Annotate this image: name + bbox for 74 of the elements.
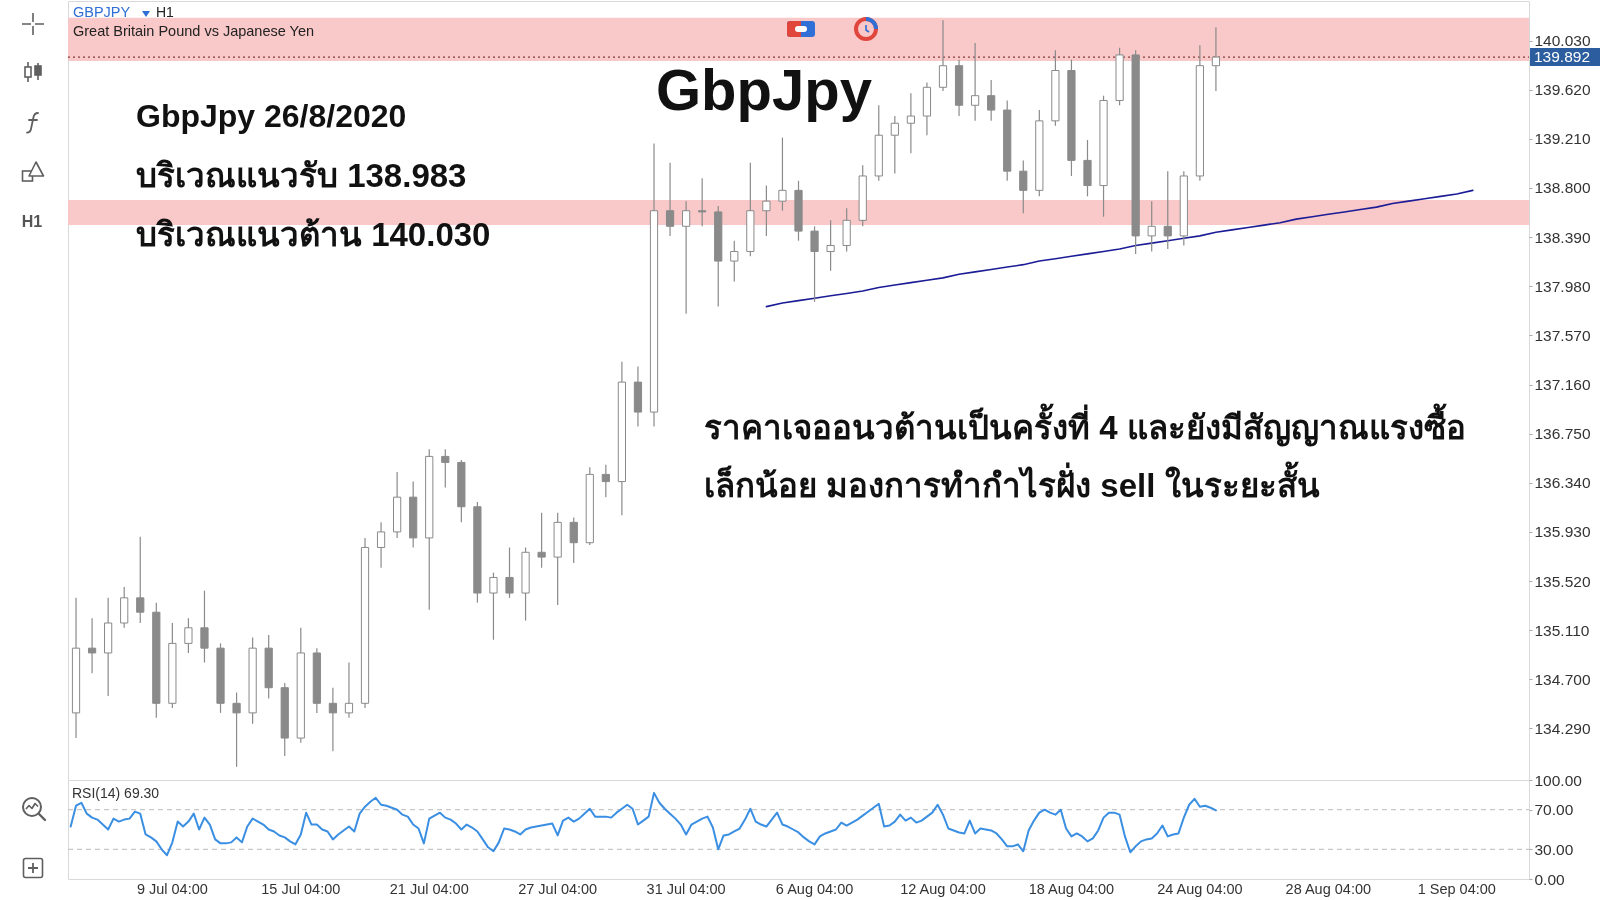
candlestick xyxy=(778,137,787,212)
y-tick-label: 138.390 xyxy=(1534,228,1591,246)
annotation: H1 xyxy=(156,4,175,20)
x-tick-label: 21 Jul 04:00 xyxy=(389,880,469,897)
annotation: บริเวณแนวต้าน 140.030 xyxy=(136,216,491,253)
candlestick xyxy=(1147,200,1156,253)
y-tick-label: 134.290 xyxy=(1534,719,1591,737)
y-tick-label: 138.800 xyxy=(1534,179,1591,197)
candlestick xyxy=(328,687,338,752)
x-tick-label: 1 Sep 04:00 xyxy=(1417,880,1496,897)
candlestick xyxy=(730,240,739,283)
x-tick-label: 9 Jul 04:00 xyxy=(136,880,208,897)
y-tick-label: 135.110 xyxy=(1534,621,1590,639)
y-tick-label: 70.00 xyxy=(1534,801,1574,819)
candlestick xyxy=(938,19,948,92)
candlestick xyxy=(826,219,835,272)
y-tick-label: 140.030 xyxy=(1534,32,1591,50)
candlestick xyxy=(489,572,498,641)
annotation: GbpJpy xyxy=(656,57,872,122)
chart-title: RSI(14) 69.30 xyxy=(72,785,160,801)
y-tick-label: 100.00 xyxy=(1534,771,1583,789)
y-tick-label: 0.00 xyxy=(1534,870,1566,888)
candlestick xyxy=(441,448,450,489)
candlestick xyxy=(136,536,145,624)
y-tick-label: 30.00 xyxy=(1534,840,1574,858)
candlestick xyxy=(505,546,514,599)
y-tick-label: 135.520 xyxy=(1534,572,1591,590)
candlestick xyxy=(906,92,915,154)
y-tick-label: 134.700 xyxy=(1534,670,1591,688)
x-tick-label: 28 Aug 04:00 xyxy=(1285,880,1372,897)
y-tick-label: 139.620 xyxy=(1534,81,1591,99)
candlestick xyxy=(890,115,899,175)
x-tick-label: 12 Aug 04:00 xyxy=(900,880,986,897)
x-tick-label: 15 Jul 04:00 xyxy=(261,880,341,897)
candlestick xyxy=(344,661,354,719)
x-tick-label: 18 Aug 04:00 xyxy=(1028,880,1115,897)
x-tick-label: 31 Jul 04:00 xyxy=(646,880,726,897)
candlestick xyxy=(601,464,610,498)
y-tick-label: 135.930 xyxy=(1534,523,1591,541)
text: Great Britain Pound vs Japanese Yen xyxy=(73,23,315,39)
y-tick-label: 137.980 xyxy=(1534,277,1591,295)
candlestick xyxy=(184,617,193,654)
candlestick xyxy=(698,177,707,227)
candlestick xyxy=(665,162,675,237)
y-tick-label: 136.750 xyxy=(1534,425,1591,443)
candlestick xyxy=(569,516,578,564)
annotation: เล็กน้อย มองการทำกำไรฝั่ง sell ในระยะสั้น xyxy=(704,461,1320,504)
y-tick-label: 137.570 xyxy=(1534,326,1591,344)
candlestick xyxy=(87,617,97,674)
candlestick xyxy=(376,521,386,569)
candlestick xyxy=(970,42,980,122)
candlestick xyxy=(682,200,691,315)
annotation: GbpJpy 26/8/2020 xyxy=(136,98,407,134)
candlestick xyxy=(987,79,996,122)
candlestick xyxy=(200,590,209,664)
x-tick-label: 24 Aug 04:00 xyxy=(1157,880,1243,897)
text: H1 xyxy=(21,213,43,230)
candlestick xyxy=(537,512,546,569)
y-tick-label: 137.160 xyxy=(1534,376,1591,394)
chart-title: GBPJPY xyxy=(73,4,131,20)
y-tick-label: 139.210 xyxy=(1534,130,1591,148)
candlestick xyxy=(1019,159,1028,214)
annotation: บริเวณแนวรับ 138.983 xyxy=(136,157,467,194)
candlestick xyxy=(762,184,771,237)
y-tick-label: 136.340 xyxy=(1534,474,1591,492)
x-tick-label: 27 Jul 04:00 xyxy=(518,880,598,897)
candlestick xyxy=(232,691,241,768)
ref-line-label: 139.892 xyxy=(1534,48,1591,66)
line-series xyxy=(765,189,1474,308)
candlestick xyxy=(1211,26,1221,92)
candlestick xyxy=(1163,170,1172,250)
annotation: ราคาเจออนวต้านเป็นครั้งที่ 4 และยังมีสัญญาณแรงซื้อ xyxy=(704,403,1466,447)
x-tick-label: 6 Aug 04:00 xyxy=(775,880,854,897)
candlestick xyxy=(810,225,819,303)
